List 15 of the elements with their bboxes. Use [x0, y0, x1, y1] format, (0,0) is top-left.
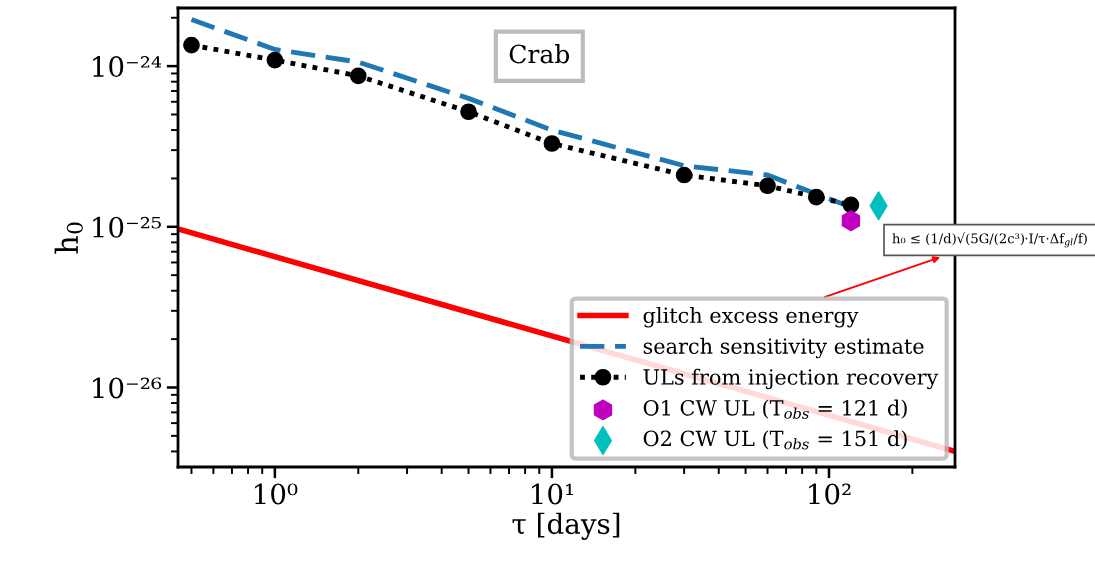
annotation: Crab	[509, 44, 570, 64]
x-tick-label: 10¹	[532, 483, 574, 505]
legend-label: search sensitivity estimate	[643, 337, 924, 359]
x-axis-title: τ [days]	[512, 512, 620, 540]
legend-label: O1 CW UL (T$_{obs}$ = 121 d)	[643, 399, 907, 419]
annotation: h₀ ≤ (1/d)√(5G/(2c³)·I/τ·Δf$_{gl}$/f)	[892, 232, 1087, 248]
y-tick-label: 10⁻²⁵	[93, 216, 161, 238]
legend-label: glitch excess energy	[643, 306, 859, 328]
x-tick-label: 10²	[809, 483, 851, 505]
y-axis-title: h$_{0}$	[54, 222, 83, 254]
x-tick-label: 10⁰	[255, 483, 298, 505]
y-tick-label: 10⁻²⁴	[93, 56, 162, 78]
legend-label: ULs from injection recovery	[643, 368, 939, 390]
y-tick-label: 10⁻²⁶	[93, 377, 162, 399]
legend-label: O2 CW UL (T$_{obs}$ = 151 d)	[643, 430, 907, 450]
